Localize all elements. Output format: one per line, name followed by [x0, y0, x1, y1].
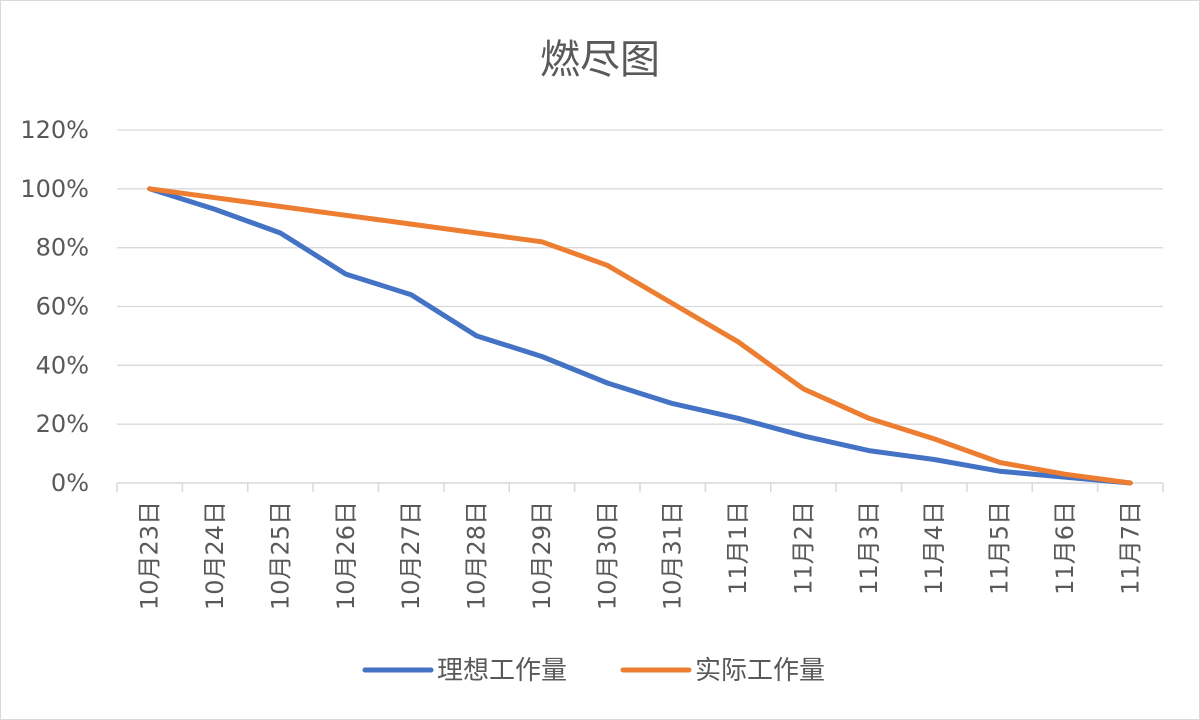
series-2-point	[736, 340, 740, 344]
x-tick-label: 10月25日	[266, 501, 294, 610]
series-1-point	[344, 272, 348, 276]
x-tick-label: 10月23日	[136, 501, 164, 610]
y-axis-tick-labels: 0% 20% 40% 60% 80% 100% 120%	[20, 116, 89, 497]
series-2-point	[1128, 481, 1132, 485]
grid-lines	[117, 129, 1163, 425]
series-2-point	[1063, 472, 1067, 476]
series-1-point	[736, 416, 740, 420]
series-lines	[147, 186, 1133, 486]
x-tick-label: 11月7日	[1116, 501, 1144, 595]
x-axis	[116, 482, 1164, 492]
series-1-point	[278, 231, 282, 235]
series-2-point	[213, 196, 217, 200]
series-1-point	[932, 458, 936, 461]
series-2-point	[998, 460, 1002, 464]
series-1-point	[801, 434, 805, 438]
series-2-point	[671, 302, 675, 306]
y-tick-label: 100%	[20, 175, 89, 203]
x-tick-label: 10月29日	[528, 501, 556, 610]
series-2-point	[932, 437, 936, 441]
x-tick-label: 11月6日	[1051, 501, 1079, 595]
series-1-point	[213, 207, 217, 211]
y-tick-label: 20%	[36, 410, 89, 438]
series-2-point	[475, 231, 479, 235]
series-1-point	[475, 334, 479, 338]
x-tick-label: 11月3日	[855, 501, 883, 595]
series-2-point	[148, 187, 152, 191]
series-2-point	[409, 222, 413, 226]
series-2-point	[605, 263, 609, 267]
x-tick-label: 10月28日	[463, 501, 491, 610]
x-tick-label: 10月26日	[332, 501, 360, 610]
series-1-point	[671, 402, 675, 406]
x-tick-label: 11月5日	[986, 501, 1014, 595]
x-tick-label: 10月27日	[397, 501, 425, 610]
y-tick-label: 80%	[36, 234, 89, 262]
series-2-point	[540, 240, 544, 244]
y-tick-label: 120%	[20, 116, 89, 144]
y-tick-label: 40%	[36, 351, 89, 379]
x-tick-label: 11月1日	[724, 501, 752, 595]
series-1-point	[540, 355, 544, 358]
legend-label-2: 实际工作量	[695, 656, 825, 686]
series-1-point	[605, 381, 609, 385]
legend-label-1: 理想工作量	[437, 656, 567, 686]
legend: 理想工作量 实际工作量	[362, 656, 825, 686]
series-2-point	[801, 387, 805, 391]
y-tick-label: 0%	[51, 469, 89, 497]
series-2-point	[278, 205, 282, 208]
series-line-2	[147, 186, 1133, 486]
series-2-point	[867, 416, 871, 420]
series-2-point	[344, 213, 348, 217]
x-tick-label: 10月24日	[201, 501, 229, 610]
x-tick-label: 11月4日	[920, 501, 948, 595]
x-tick-label: 10月31日	[659, 501, 687, 610]
x-tick-label: 10月30日	[593, 501, 621, 610]
series-1-point	[867, 449, 871, 453]
chart-title: 燃尽图	[540, 37, 660, 83]
series-line-1	[147, 186, 1133, 486]
x-tick-label: 11月2日	[789, 501, 817, 595]
y-tick-label: 60%	[36, 293, 89, 321]
series-1-point	[409, 293, 413, 297]
x-axis-tick-labels: 10月23日 10月24日 10月25日 10月26日 10月27日 10月28日 10月2…	[136, 501, 1145, 610]
series-1-point	[998, 469, 1002, 473]
